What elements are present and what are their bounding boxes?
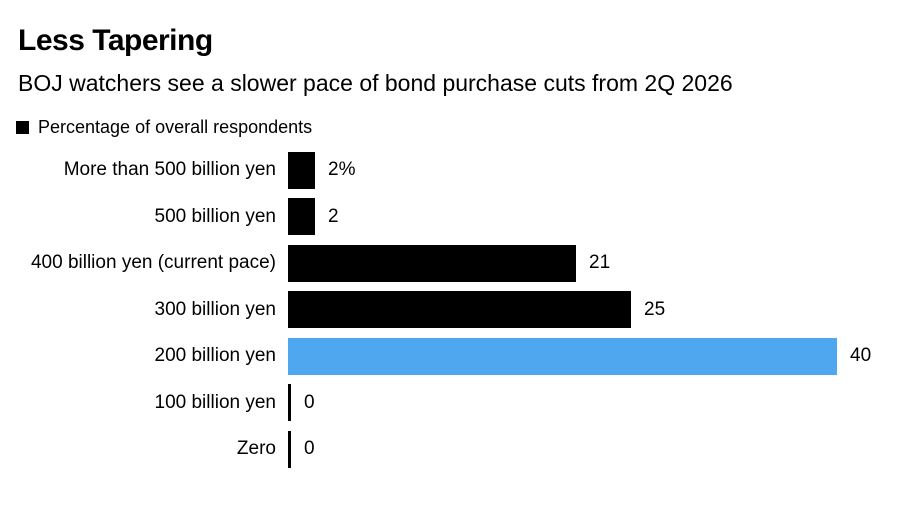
category-label: Zero — [236, 438, 276, 460]
legend: Percentage of overall respondents — [16, 117, 312, 138]
chart-row: 400 billion yen (current pace) 21 — [0, 240, 900, 287]
category-label: 400 billion yen (current pace) — [30, 252, 276, 274]
chart-row: 300 billion yen 25 — [0, 287, 900, 334]
value-label: 25 — [644, 298, 666, 320]
bar-zone: 21 — [288, 240, 610, 287]
category-label: More than 500 billion yen — [63, 159, 276, 181]
bar-zone: 2 — [288, 194, 339, 241]
value-label: 40 — [850, 345, 872, 367]
value-label: 2 — [328, 205, 339, 227]
bar-zone: 0 — [288, 380, 315, 427]
bar-chart: More than 500 billion yen 2% 500 billion… — [0, 147, 900, 473]
chart-title: Less Tapering — [18, 24, 213, 57]
chart-row: Zero 0 — [0, 426, 900, 473]
value-label: 0 — [304, 438, 315, 460]
chart-row: 100 billion yen 0 — [0, 380, 900, 427]
zero-tick-mark — [288, 430, 291, 468]
legend-label: Percentage of overall respondents — [38, 117, 313, 137]
category-label: 300 billion yen — [154, 298, 276, 320]
chart-row: More than 500 billion yen 2% — [0, 147, 900, 194]
chart-subtitle: BOJ watchers see a slower pace of bond p… — [18, 70, 733, 96]
bar — [288, 198, 315, 236]
value-label: 0 — [304, 391, 315, 413]
bar-zone: 40 — [288, 333, 871, 380]
chart-row: 500 billion yen 2 — [0, 194, 900, 241]
category-label: 500 billion yen — [154, 205, 276, 227]
bar — [288, 151, 315, 189]
bar-highlighted — [288, 337, 837, 375]
bar-zone: 2% — [288, 147, 355, 194]
bar — [288, 291, 631, 329]
category-label: 100 billion yen — [154, 391, 276, 413]
chart-row: 200 billion yen 40 — [0, 333, 900, 380]
bar-zone: 25 — [288, 287, 665, 334]
bar-zone: 0 — [288, 426, 315, 473]
category-label: 200 billion yen — [154, 345, 276, 367]
zero-tick-mark — [288, 384, 291, 422]
legend-swatch-icon — [16, 121, 29, 134]
bar — [288, 244, 576, 282]
value-label: 21 — [589, 252, 611, 274]
value-label: 2% — [328, 159, 356, 181]
